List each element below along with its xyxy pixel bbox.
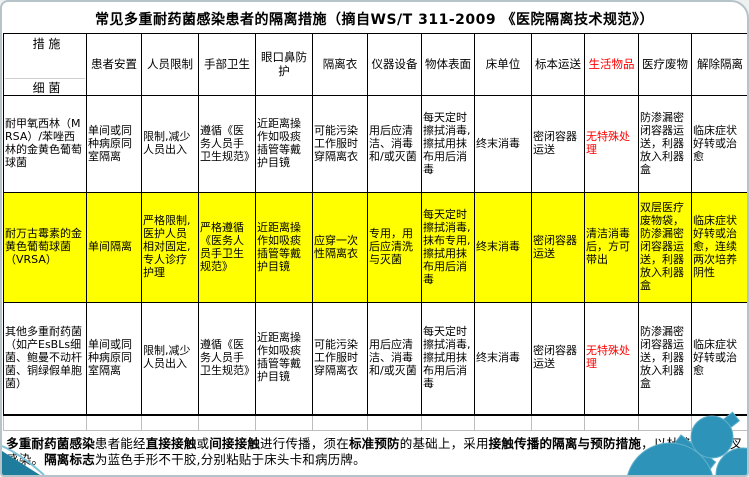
table-cell: 临床症状好转或治愈 — [691, 302, 747, 416]
table-cell: 遵循《医务人员手卫生规范》 — [198, 302, 256, 416]
table-cell: 单间或同种病原同室隔离 — [86, 302, 142, 416]
table-cell: 临床症状好转或治愈 — [691, 95, 747, 194]
corner-swoosh-icon — [2, 445, 45, 475]
empty-cell — [198, 414, 256, 432]
footnote-segment: 隔离标志 — [44, 452, 95, 467]
header-cell: 解除隔离 — [691, 32, 747, 97]
table-cell: 用后应清洁、消毒和/或灭菌 — [367, 95, 422, 194]
header-cell: 患者安置 — [86, 32, 142, 97]
header-cell: 手部卫生 — [198, 32, 256, 97]
table-cell: 每天定时擦拭消毒,抹布专用,擦拭用抹布用后消毒 — [421, 192, 475, 304]
header-cell: 物体表面 — [421, 32, 475, 97]
footnote-segment: 直接接触 — [145, 436, 197, 451]
table-cell: 严格限制,医护人员相对固定,专人诊疗护理 — [141, 192, 199, 304]
bacteria-cell: 其他多重耐药菌（如产EsBLs细菌、鲍曼不动杆菌、铜绿假单胞菌） — [3, 302, 87, 416]
table-row-other-mdro: 其他多重耐药菌（如产EsBLs细菌、鲍曼不动杆菌、铜绿假单胞菌） 单间或同种病原… — [3, 302, 747, 416]
molecule-decoration-icon — [627, 411, 747, 475]
bacteria-cell: 耐万古霉素的金黄色葡萄球菌（VRSA） — [3, 192, 87, 304]
empty-cell — [312, 414, 368, 432]
table-cell: 遵循《医务人员手卫生规范》 — [198, 95, 256, 194]
table-cell: 应穿一次性隔离衣 — [312, 192, 368, 304]
table-cell: 每天定时擦拭消毒,擦拭用抹布用后消毒 — [421, 302, 475, 416]
table-cell: 密闭容器运送 — [531, 302, 585, 416]
empty-cell — [86, 414, 142, 432]
table-cell-no-special: 无特殊处理 — [584, 302, 639, 416]
footnote-segment: 的基础上，采用 — [399, 436, 489, 451]
table-cell: 近距离操作如吸痰插管等戴护目镜 — [255, 192, 313, 304]
table-cell-no-special: 无特殊处理 — [584, 95, 639, 194]
empty-cell — [141, 414, 199, 432]
table-cell: 近距离操作如吸痰插管等戴护目镜 — [255, 302, 313, 416]
header-cell: 标本运送 — [531, 32, 585, 97]
table-cell: 终末消毒 — [474, 302, 532, 416]
corner-label-measures: 措 施 — [5, 34, 85, 79]
table-cell: 密闭容器运送 — [531, 192, 585, 304]
table-cell: 终末消毒 — [474, 192, 532, 304]
table-cell: 终末消毒 — [474, 95, 532, 194]
footnote-segment: 进行传播，须在 — [260, 436, 349, 451]
table-cell: 专用，用后应清洗与灭菌 — [367, 192, 422, 304]
page-title: 常见多重耐药菌感染患者的隔离措施（摘自WS/T 311-2009 《医院隔离技术… — [95, 12, 654, 28]
header-cell: 人员限制 — [141, 32, 199, 97]
footnote-segment: 多重耐药菌感染 — [6, 436, 95, 451]
table-cell: 限制,减少人员出入 — [141, 302, 199, 416]
empty-cell — [531, 414, 585, 432]
header-row: 措 施 细 菌 患者安置 人员限制 手部卫生 眼口鼻防护 隔离衣 仪器设备 物体… — [3, 32, 747, 97]
table-row-vrsa-highlighted: 耐万古霉素的金黄色葡萄球菌（VRSA） 单间隔离 严格限制,医护人员相对固定,专… — [3, 192, 747, 304]
table-cell: 可能污染工作服时穿隔离衣 — [312, 302, 368, 416]
table-cell: 严格遵循《医务人员手卫生规范》 — [198, 192, 256, 304]
table-row-mrsa: 耐甲氧西林（MRSA）/苯唑西林的金黄色葡萄球菌 单间或同种病原同室隔离 限制,… — [3, 95, 747, 194]
footnote-segment: 间接接触 — [209, 436, 261, 451]
table-cell: 每天定时擦拭消毒,擦拭用抹布用后消毒 — [421, 95, 475, 194]
table-cell: 可能污染工作服时穿隔离衣 — [312, 95, 368, 194]
header-cell: 仪器设备 — [367, 32, 422, 97]
empty-cell — [474, 414, 532, 432]
table-cell: 防渗漏密闭容器运送，利器放入利器盒 — [638, 95, 692, 194]
bacteria-cell: 耐甲氧西林（MRSA）/苯唑西林的金黄色葡萄球菌 — [3, 95, 87, 194]
footnote-segment: 接触传播的隔离与预防措施 — [488, 436, 642, 451]
table-cell: 双层医疗废物袋，防渗漏密闭容器运送，利器放入利器盒 — [638, 192, 692, 304]
corner-label-bacteria: 细 菌 — [32, 81, 61, 95]
table-cell: 近距离操作如吸痰插管等戴护目镜 — [255, 95, 313, 194]
empty-cell — [367, 414, 422, 432]
table-cell: 密闭容器运送 — [531, 95, 585, 194]
header-cell-daily-items: 生活物品 — [584, 32, 639, 97]
footnote-segment: 患者能经 — [94, 436, 146, 451]
table-cell: 单间隔离 — [86, 192, 142, 304]
empty-cell — [3, 414, 87, 432]
empty-cell — [421, 414, 475, 432]
footnote-segment: 或 — [196, 436, 210, 451]
footnote-segment: 为蓝色手形不干胶,分别粘贴于床头卡和病历牌。 — [94, 452, 366, 467]
table-cell: 限制,减少人员出入 — [141, 95, 199, 194]
table-cell: 单间或同种病原同室隔离 — [86, 95, 142, 194]
empty-row — [3, 414, 747, 432]
table-cell: 清洁消毒后，方可带出 — [584, 192, 639, 304]
isolation-table: 措 施 细 菌 患者安置 人员限制 手部卫生 眼口鼻防护 隔离衣 仪器设备 物体… — [3, 32, 747, 432]
table-cell: 临床症状好转或治愈，连续两次培养阴性 — [691, 192, 747, 304]
empty-cell — [255, 414, 313, 432]
table-cell: 用后应清洁、消毒和/或灭菌 — [367, 302, 422, 416]
header-cell: 眼口鼻防护 — [255, 32, 313, 97]
corner-header-cell: 措 施 细 菌 — [3, 32, 87, 97]
header-cell: 医疗废物 — [638, 32, 692, 97]
header-cell: 床单位 — [474, 32, 532, 97]
footnote-segment: 标准预防 — [348, 436, 400, 451]
header-cell: 隔离衣 — [312, 32, 368, 97]
